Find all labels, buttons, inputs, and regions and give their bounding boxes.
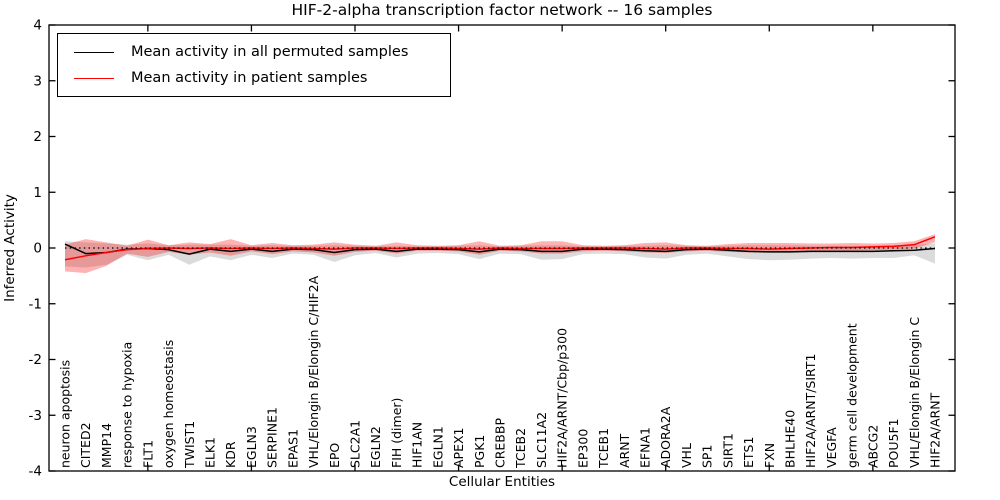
x-tick-label: SLC2A1 (347, 420, 362, 468)
legend-item-patient: Mean activity in patient samples (74, 70, 450, 86)
x-tick-label: ETS1 (741, 437, 756, 468)
y-tick-label: 0 (33, 241, 42, 257)
x-tick-label: VHL (679, 443, 694, 468)
x-tick-label: MMP14 (99, 423, 114, 468)
x-tick-label: SP1 (700, 445, 715, 468)
x-tick-label: EGLN1 (430, 426, 445, 468)
x-tick-label: HIF2A/ARNT/Cbp/p300 (555, 328, 570, 468)
patient-band (65, 234, 935, 274)
y-tick-label: -1 (29, 296, 42, 312)
y-tick-label: -3 (29, 408, 42, 424)
y-tick-label: -4 (29, 464, 42, 480)
x-tick-label: FIH (dimer) (389, 398, 404, 468)
x-tick-label: oxygen homeostasis (161, 340, 176, 468)
x-tick-label: KDR (223, 441, 238, 468)
patient-line-swatch (74, 77, 114, 79)
x-tick-label: EFNA1 (637, 427, 652, 468)
x-tick-label: ABCG2 (865, 425, 880, 468)
permuted-line-swatch (74, 51, 114, 53)
y-tick-label: -2 (29, 352, 42, 368)
x-tick-label: SIRT1 (720, 433, 735, 468)
x-tick-label: HIF1AN (410, 422, 425, 468)
x-tick-label: BHLHE40 (782, 410, 797, 468)
x-tick-label: EPO (327, 443, 342, 468)
legend-item-permuted: Mean activity in all permuted samples (74, 44, 450, 60)
legend-label-patient: Mean activity in patient samples (131, 70, 368, 86)
x-tick-label: POU5F1 (886, 418, 901, 468)
legend: Mean activity in all permuted samples Me… (57, 33, 451, 97)
x-tick-label: CITED2 (78, 422, 93, 468)
x-tick-label: TCEB1 (596, 428, 611, 469)
x-tick-label: EPAS1 (285, 429, 300, 468)
x-tick-label: VHL/Elongin B/Elongin C/HIF2A (306, 275, 321, 468)
y-tick-label: 3 (33, 73, 42, 89)
x-tick-label: HIF2A/ARNT (927, 392, 942, 468)
x-tick-label: EGLN2 (368, 426, 383, 468)
x-tick-label: response to hypoxia (120, 342, 135, 468)
x-tick-label: TWIST1 (182, 421, 197, 469)
x-tick-label: SLC11A2 (534, 412, 549, 468)
y-axis-label: Inferred Activity (2, 194, 18, 302)
x-tick-label: APEX1 (451, 427, 466, 468)
x-axis-label: Cellular Entities (448, 474, 556, 490)
x-tick-label: ARNT (617, 433, 632, 468)
x-tick-label: VEGFA (824, 427, 839, 468)
x-tick-label: HIF2A/ARNT/SIRT1 (803, 354, 818, 468)
chart-title: HIF-2-alpha transcription factor network… (291, 1, 713, 19)
x-tick-label: neuron apoptosis (58, 360, 73, 468)
y-tick-label: 4 (33, 18, 42, 34)
x-tick-label: TCEB2 (513, 428, 528, 469)
permuted-mean-line (64, 243, 936, 255)
x-tick-label: germ cell development (845, 323, 860, 468)
x-tick-label: CREBBP (492, 418, 507, 468)
x-tick-label: FLT1 (140, 440, 155, 468)
x-tick-label: ELK1 (202, 437, 217, 468)
y-tick-label: 1 (33, 185, 42, 201)
legend-label-permuted: Mean activity in all permuted samples (131, 44, 409, 60)
x-tick-label: VHL/Elongin B/Elongin C (907, 317, 922, 468)
x-tick-label: EP300 (575, 429, 590, 468)
x-tick-label: PGK1 (472, 435, 487, 468)
x-tick-label: SERPINE1 (265, 407, 280, 468)
x-tick-label: FXN (762, 443, 777, 468)
y-tick-label: 2 (33, 129, 42, 145)
x-tick-label: EGLN3 (244, 426, 259, 468)
x-tick-label: ADORA2A (658, 406, 673, 468)
